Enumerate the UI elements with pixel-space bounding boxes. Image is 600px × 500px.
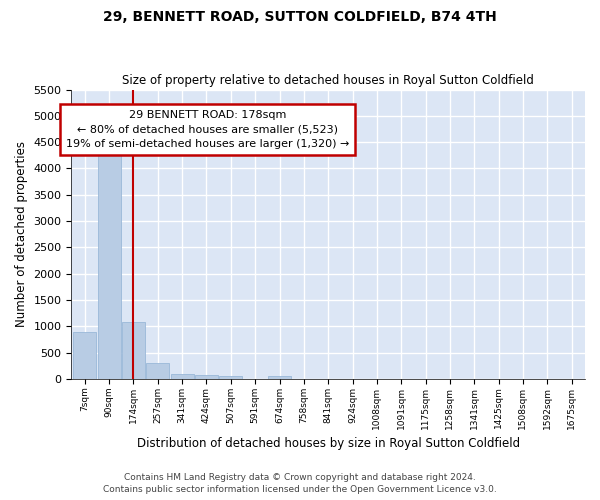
Bar bbox=[73, 332, 97, 379]
Bar bbox=[195, 376, 218, 379]
Bar bbox=[98, 137, 121, 379]
Bar bbox=[219, 376, 242, 379]
Text: 29 BENNETT ROAD: 178sqm
← 80% of detached houses are smaller (5,523)
19% of semi: 29 BENNETT ROAD: 178sqm ← 80% of detache… bbox=[66, 110, 349, 150]
Title: Size of property relative to detached houses in Royal Sutton Coldfield: Size of property relative to detached ho… bbox=[122, 74, 534, 87]
Text: Contains public sector information licensed under the Open Government Licence v3: Contains public sector information licen… bbox=[103, 485, 497, 494]
Text: 29, BENNETT ROAD, SUTTON COLDFIELD, B74 4TH: 29, BENNETT ROAD, SUTTON COLDFIELD, B74 … bbox=[103, 10, 497, 24]
X-axis label: Distribution of detached houses by size in Royal Sutton Coldfield: Distribution of detached houses by size … bbox=[137, 437, 520, 450]
Bar bbox=[146, 363, 169, 379]
Y-axis label: Number of detached properties: Number of detached properties bbox=[15, 141, 28, 327]
Bar bbox=[170, 374, 194, 379]
Bar bbox=[122, 322, 145, 379]
Bar bbox=[268, 376, 291, 379]
Text: Contains HM Land Registry data © Crown copyright and database right 2024.: Contains HM Land Registry data © Crown c… bbox=[124, 474, 476, 482]
